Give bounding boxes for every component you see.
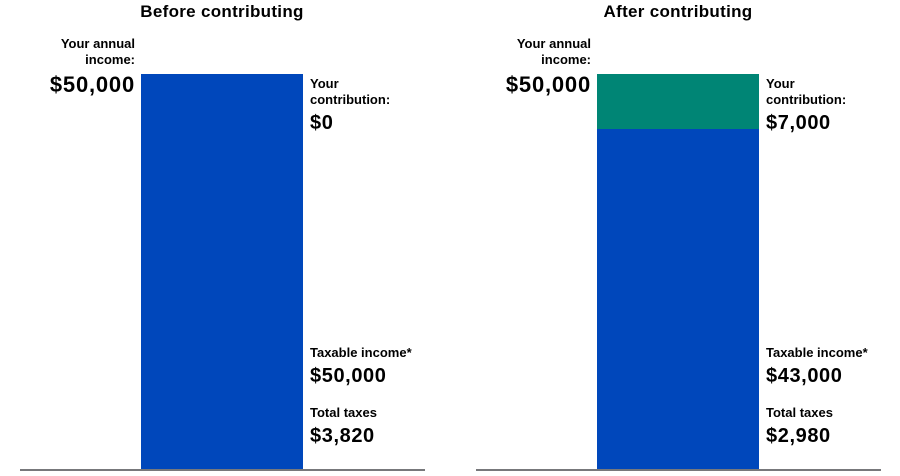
contribution-block: Your contribution: $0	[310, 76, 450, 135]
contribution-block: Your contribution: $7,000	[766, 76, 900, 135]
taxable-income-segment	[141, 74, 303, 470]
chart-title: After contributing	[603, 2, 753, 21]
total-taxes-block: Total taxes $2,980	[766, 405, 900, 448]
annual-income-label: Your annual income:	[60, 36, 135, 67]
contribution-label: Your contribution:	[766, 76, 847, 107]
taxable-income-value: $43,000	[766, 365, 843, 387]
total-taxes-value: $3,820	[310, 425, 375, 447]
total-taxes-value: $2,980	[766, 425, 831, 447]
taxable-income-label: Taxable income*	[310, 345, 412, 360]
stacked-bar	[141, 74, 303, 470]
annual-income-block: Your annual income: $50,000	[456, 36, 591, 98]
chart-title: Before contributing	[140, 2, 304, 21]
total-taxes-block: Total taxes $3,820	[310, 405, 450, 448]
annual-income-block: Your annual income: $50,000	[0, 36, 135, 98]
annual-income-value: $50,000	[505, 72, 591, 97]
total-taxes-label: Total taxes	[310, 405, 377, 420]
taxable-income-value: $50,000	[310, 365, 387, 387]
contribution-value: $7,000	[766, 112, 831, 134]
annual-income-label: Your annual income:	[516, 36, 591, 67]
axis-baseline	[20, 469, 425, 471]
total-taxes-label: Total taxes	[766, 405, 833, 420]
contribution-value: $0	[310, 112, 334, 134]
chart-panel-before: Before contributing Your annual income: …	[0, 2, 450, 471]
taxable-income-block: Taxable income* $50,000	[310, 345, 450, 388]
axis-baseline	[476, 469, 881, 471]
stacked-bar	[597, 74, 759, 470]
contribution-segment	[597, 74, 759, 130]
taxable-income-segment	[597, 129, 759, 470]
contribution-label: Your contribution:	[310, 76, 391, 107]
taxable-income-block: Taxable income* $43,000	[766, 345, 900, 388]
taxable-income-label: Taxable income*	[766, 345, 868, 360]
annual-income-value: $50,000	[49, 72, 135, 97]
chart-panel-after: After contributing Your annual income: $…	[456, 0, 900, 476]
